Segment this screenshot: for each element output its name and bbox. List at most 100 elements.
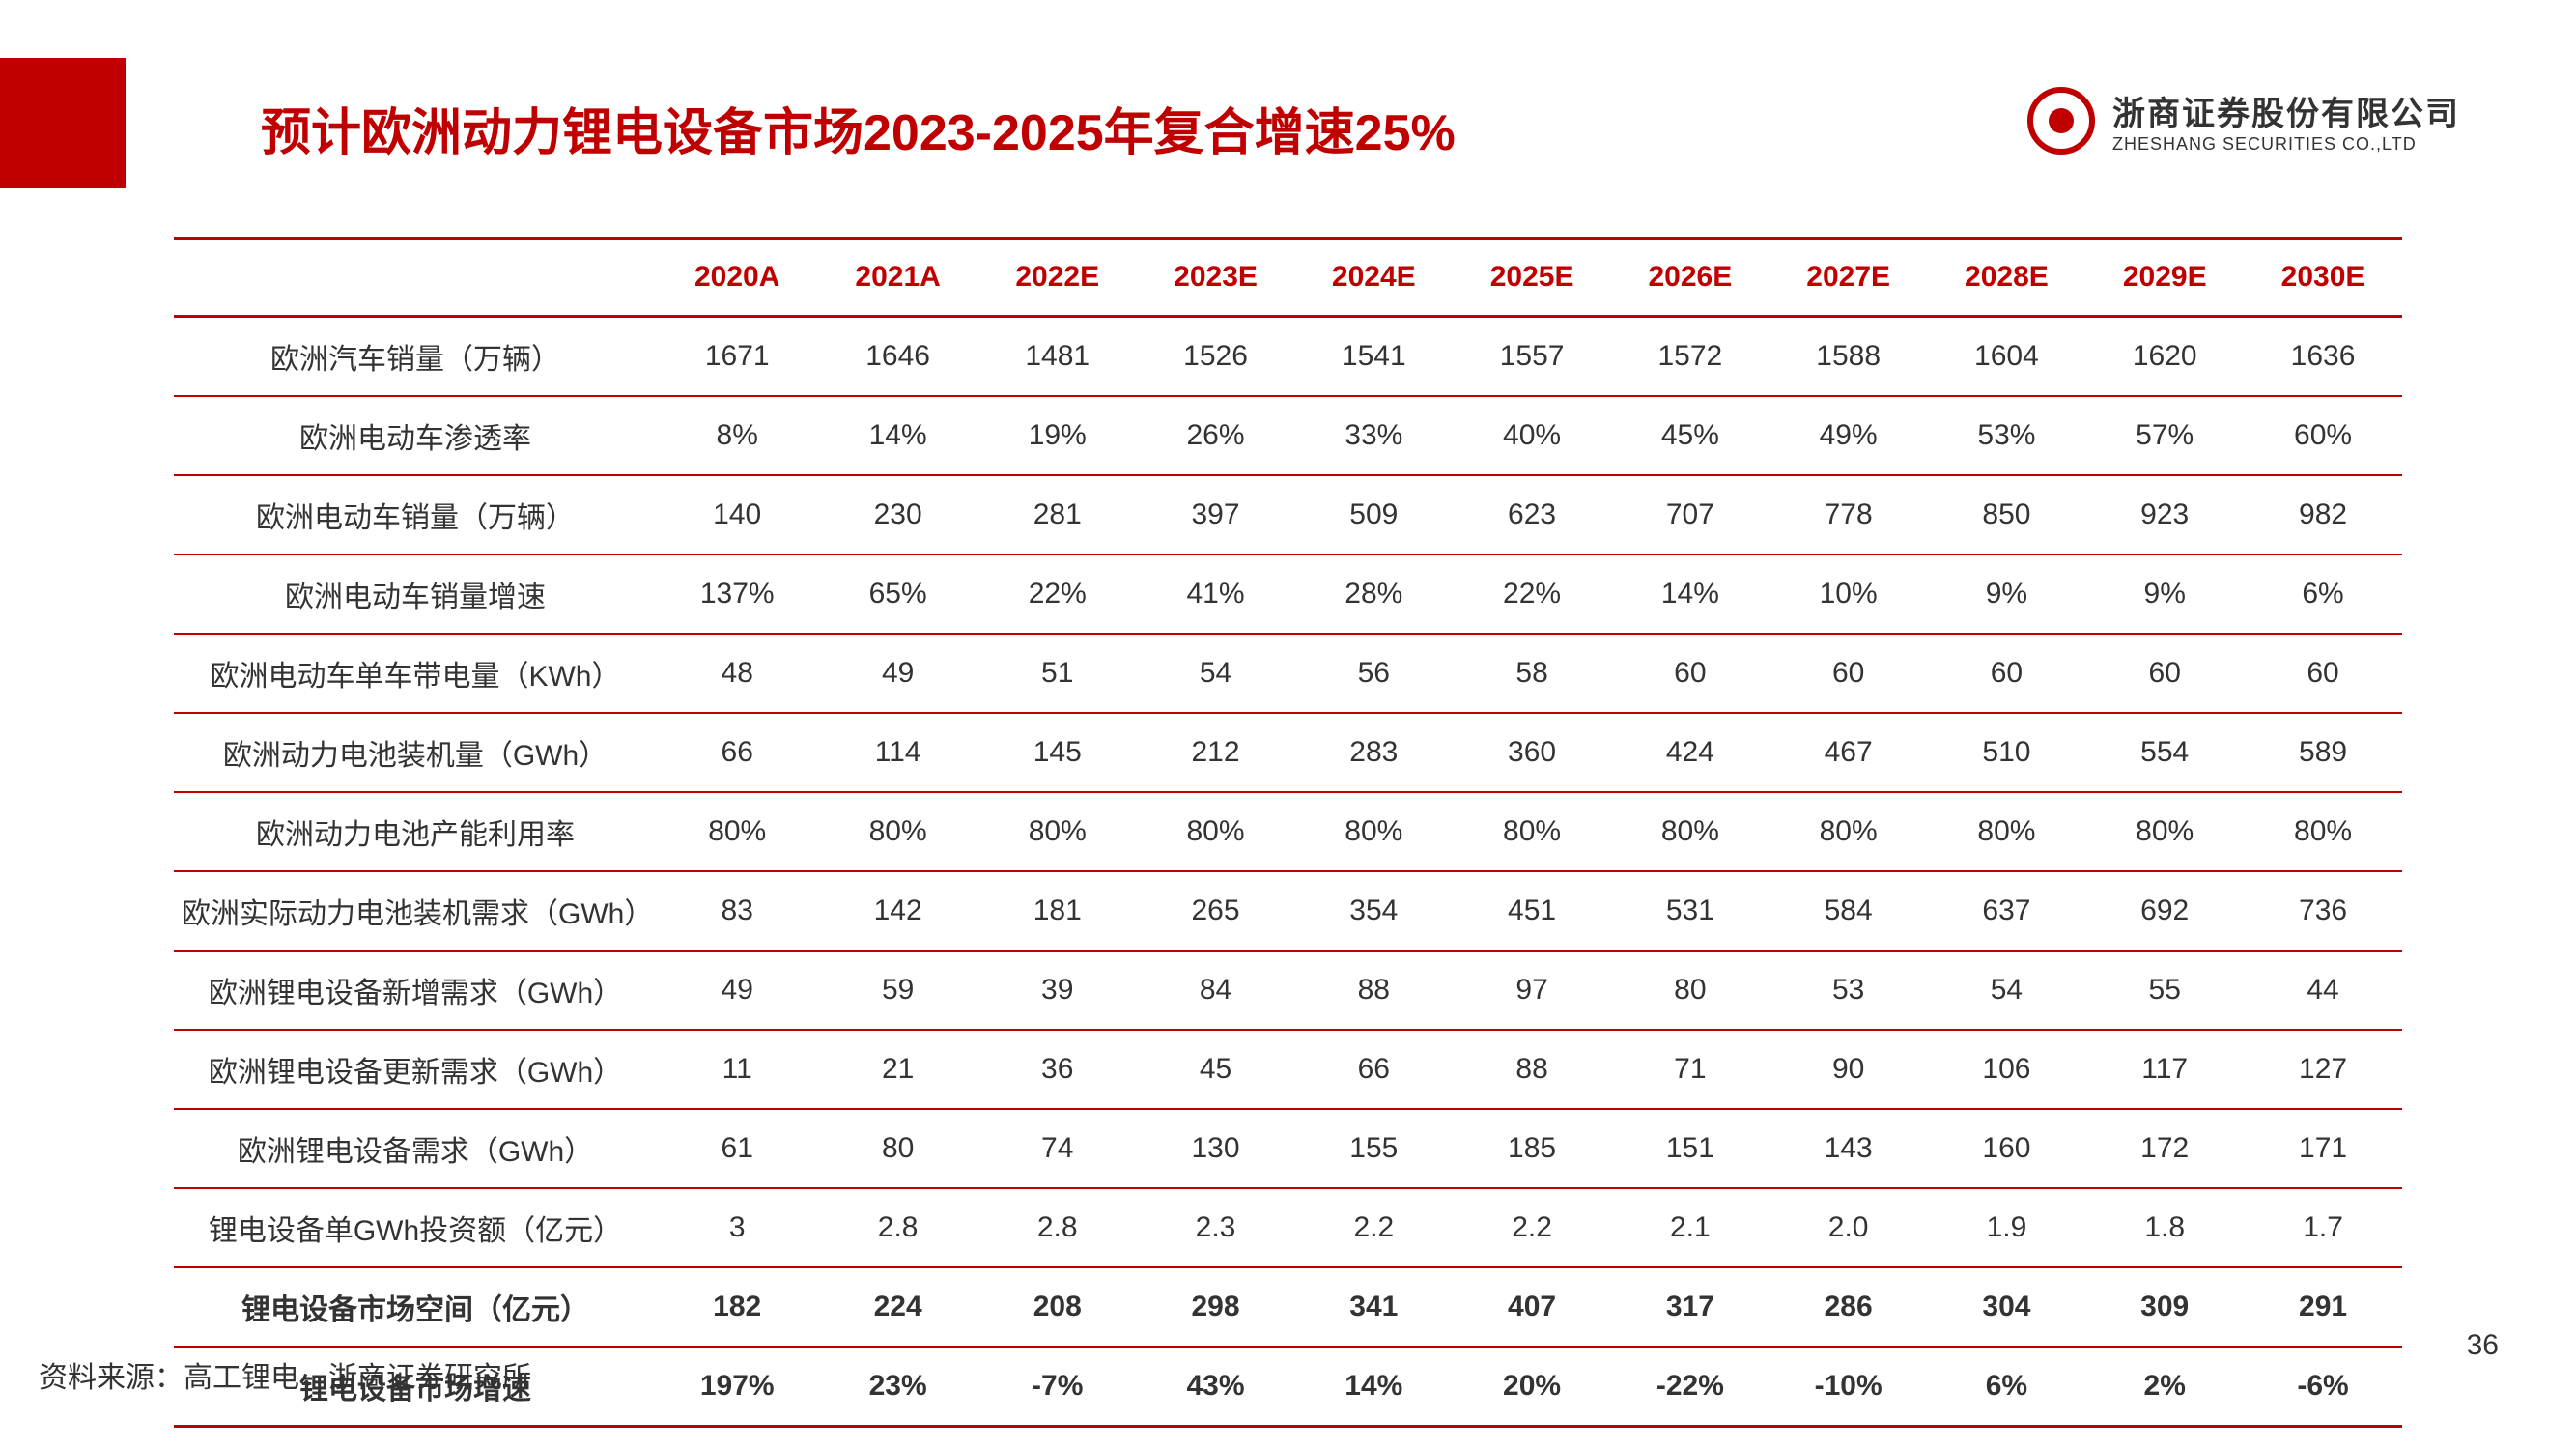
data-cell: 80% xyxy=(1611,792,1769,871)
table-row: 锂电设备市场空间（亿元）1822242082983414073172863043… xyxy=(174,1267,2402,1347)
data-cell: 60 xyxy=(2085,634,2244,713)
data-cell: 197% xyxy=(657,1347,817,1427)
data-cell: 54 xyxy=(1137,634,1295,713)
data-cell: 20% xyxy=(1453,1347,1611,1427)
data-cell: 2.8 xyxy=(817,1188,977,1267)
table-row: 欧洲锂电设备新增需求（GWh）4959398488978053545544 xyxy=(174,951,2402,1030)
table-row: 欧洲电动车销量（万辆）14023028139750962370777885092… xyxy=(174,475,2402,554)
data-cell: 45 xyxy=(1137,1030,1295,1109)
table-row: 欧洲实际动力电池装机需求（GWh）83142181265354451531584… xyxy=(174,871,2402,951)
table-row: 欧洲电动车销量增速137%65%22%41%28%22%14%10%9%9%6% xyxy=(174,554,2402,634)
table-body: 欧洲汽车销量（万辆）167116461481152615411557157215… xyxy=(174,317,2402,1427)
data-cell: 623 xyxy=(1453,475,1611,554)
data-cell: 40% xyxy=(1453,396,1611,475)
data-cell: 80% xyxy=(978,792,1137,871)
column-header: 2026E xyxy=(1611,239,1769,317)
data-cell: 923 xyxy=(2085,475,2244,554)
data-cell: 182 xyxy=(657,1267,817,1347)
table-row: 锂电设备单GWh投资额（亿元）32.82.82.32.22.22.12.01.9… xyxy=(174,1188,2402,1267)
data-cell: 151 xyxy=(1611,1109,1769,1188)
row-label: 锂电设备单GWh投资额（亿元） xyxy=(174,1188,657,1267)
data-cell: 90 xyxy=(1769,1030,1928,1109)
data-cell: 60 xyxy=(1928,634,2086,713)
data-table-wrap: 2020A2021A2022E2023E2024E2025E2026E2027E… xyxy=(174,237,2402,1428)
forecast-table: 2020A2021A2022E2023E2024E2025E2026E2027E… xyxy=(174,237,2402,1428)
data-cell: 9% xyxy=(1928,554,2086,634)
column-header xyxy=(174,239,657,317)
data-cell: 778 xyxy=(1769,475,1928,554)
column-header: 2022E xyxy=(978,239,1137,317)
data-cell: 53 xyxy=(1769,951,1928,1030)
data-cell: 36 xyxy=(978,1030,1137,1109)
data-cell: 298 xyxy=(1137,1267,1295,1347)
data-cell: 130 xyxy=(1137,1109,1295,1188)
data-cell: 65% xyxy=(817,554,977,634)
data-cell: 1671 xyxy=(657,317,817,397)
data-cell: 114 xyxy=(817,713,977,792)
table-row: 欧洲汽车销量（万辆）167116461481152615411557157215… xyxy=(174,317,2402,397)
row-label: 欧洲锂电设备需求（GWh） xyxy=(174,1109,657,1188)
data-cell: 850 xyxy=(1928,475,2086,554)
data-cell: 2.8 xyxy=(978,1188,1137,1267)
data-cell: 1.9 xyxy=(1928,1188,2086,1267)
data-cell: 84 xyxy=(1137,951,1295,1030)
data-cell: 97 xyxy=(1453,951,1611,1030)
data-cell: 74 xyxy=(978,1109,1137,1188)
data-cell: 637 xyxy=(1928,871,2086,951)
data-cell: 60 xyxy=(2244,634,2402,713)
data-cell: 55 xyxy=(2085,951,2244,1030)
data-cell: 83 xyxy=(657,871,817,951)
data-cell: 509 xyxy=(1294,475,1453,554)
slide-header: 预计欧洲动力锂电设备市场2023-2025年复合增速25% 浙商证券股份有限公司… xyxy=(0,0,2576,188)
data-cell: -7% xyxy=(978,1347,1137,1427)
data-cell: 71 xyxy=(1611,1030,1769,1109)
data-cell: 140 xyxy=(657,475,817,554)
data-cell: 44 xyxy=(2244,951,2402,1030)
data-cell: 43% xyxy=(1137,1347,1295,1427)
row-label: 锂电设备市场空间（亿元） xyxy=(174,1267,657,1347)
data-cell: 88 xyxy=(1453,1030,1611,1109)
data-cell: 2.1 xyxy=(1611,1188,1769,1267)
data-cell: 1620 xyxy=(2085,317,2244,397)
data-cell: 354 xyxy=(1294,871,1453,951)
data-cell: 80% xyxy=(657,792,817,871)
column-header: 2029E xyxy=(2085,239,2244,317)
data-cell: 22% xyxy=(978,554,1137,634)
data-cell: 185 xyxy=(1453,1109,1611,1188)
data-cell: 80% xyxy=(1137,792,1295,871)
data-cell: 1636 xyxy=(2244,317,2402,397)
data-cell: 14% xyxy=(817,396,977,475)
row-label: 欧洲电动车单车带电量（KWh） xyxy=(174,634,657,713)
table-row: 欧洲电动车渗透率8%14%19%26%33%40%45%49%53%57%60% xyxy=(174,396,2402,475)
data-cell: 2.0 xyxy=(1769,1188,1928,1267)
row-label: 欧洲电动车渗透率 xyxy=(174,396,657,475)
data-cell: 1.8 xyxy=(2085,1188,2244,1267)
data-cell: 1526 xyxy=(1137,317,1295,397)
slide-title: 预计欧洲动力锂电设备市场2023-2025年复合增速25% xyxy=(261,58,2027,164)
data-cell: 41% xyxy=(1137,554,1295,634)
data-cell: 2.2 xyxy=(1294,1188,1453,1267)
data-cell: 407 xyxy=(1453,1267,1611,1347)
data-cell: 48 xyxy=(657,634,817,713)
row-label: 欧洲电动车销量增速 xyxy=(174,554,657,634)
data-cell: 510 xyxy=(1928,713,2086,792)
data-cell: 60 xyxy=(1611,634,1769,713)
data-cell: 2.2 xyxy=(1453,1188,1611,1267)
column-header: 2030E xyxy=(2244,239,2402,317)
data-cell: 281 xyxy=(978,475,1137,554)
data-cell: 143 xyxy=(1769,1109,1928,1188)
data-cell: 80 xyxy=(1611,951,1769,1030)
data-cell: 317 xyxy=(1611,1267,1769,1347)
data-cell: 1481 xyxy=(978,317,1137,397)
table-row: 欧洲锂电设备更新需求（GWh）1121364566887190106117127 xyxy=(174,1030,2402,1109)
data-cell: 80% xyxy=(1294,792,1453,871)
data-cell: -22% xyxy=(1611,1347,1769,1427)
data-cell: 982 xyxy=(2244,475,2402,554)
column-header: 2024E xyxy=(1294,239,1453,317)
data-cell: 117 xyxy=(2085,1030,2244,1109)
data-cell: 1604 xyxy=(1928,317,2086,397)
data-cell: 33% xyxy=(1294,396,1453,475)
data-cell: 145 xyxy=(978,713,1137,792)
data-cell: 692 xyxy=(2085,871,2244,951)
data-cell: 66 xyxy=(657,713,817,792)
